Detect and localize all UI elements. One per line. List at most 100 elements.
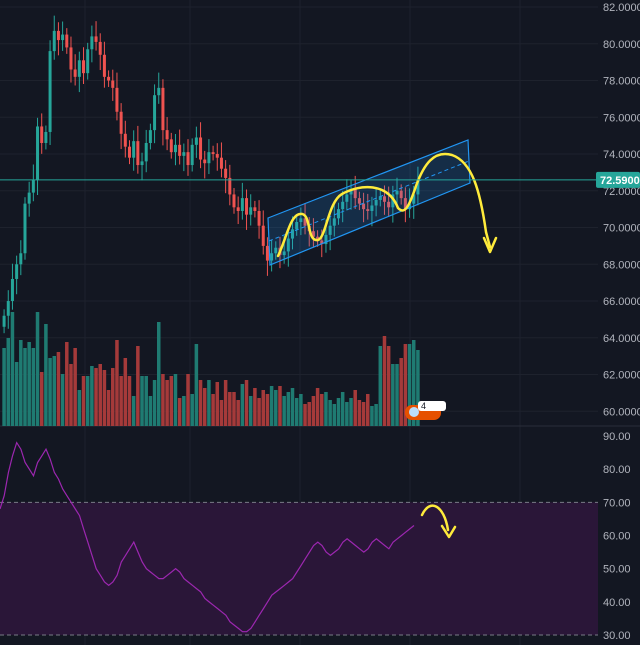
candle-body	[153, 95, 157, 131]
candle-body	[274, 247, 278, 254]
candle-body	[48, 51, 52, 132]
rsi-tick-label: 50.00	[603, 564, 631, 576]
candle-body	[303, 218, 307, 226]
volume-bar	[407, 344, 412, 426]
rsi-axis[interactable]: 90.00 80.00 70.00 60.00 50.00 40.00 30.00	[603, 431, 631, 642]
channel-body	[267, 139, 471, 266]
yellow-annotation-drawing[interactable]	[276, 152, 498, 539]
volume-bar	[65, 342, 69, 426]
volume-bar	[115, 340, 119, 426]
volume-bar	[44, 324, 48, 426]
price-axis[interactable]: 82.0000 80.0000 78.0000 76.0000 74.0000 72.00…	[596, 2, 640, 418]
candle-body	[265, 245, 269, 261]
rsi-arrow	[420, 504, 450, 532]
volume-bar	[269, 386, 274, 426]
volume-bar	[127, 376, 132, 426]
volume-bar	[23, 348, 27, 426]
arrowhead	[482, 236, 498, 254]
price-tick-label: 72.0000	[603, 186, 640, 198]
candle-body	[408, 203, 412, 210]
volume-bar	[207, 380, 211, 426]
price-tick-label: 74.0000	[603, 149, 640, 161]
candle-body	[357, 198, 361, 204]
trend-channel-drawing[interactable]	[267, 139, 471, 266]
volume-bar	[111, 368, 115, 426]
candle-body	[332, 218, 336, 226]
candle-body	[295, 222, 299, 230]
volume-bar	[349, 398, 353, 426]
candle-body	[245, 198, 249, 215]
candle-body	[374, 199, 378, 206]
candle-body	[311, 231, 315, 237]
candle-body	[211, 152, 215, 155]
candle-body	[324, 234, 328, 245]
candle-body	[215, 154, 219, 158]
candle-body	[161, 87, 165, 131]
volume-bar	[294, 398, 299, 426]
volume-bar	[244, 380, 249, 426]
candle-body	[219, 157, 223, 169]
volume-bar	[324, 392, 328, 426]
candle-body	[136, 141, 140, 166]
candle-body	[2, 315, 6, 327]
candle-body	[328, 225, 332, 235]
volume-bar	[232, 392, 236, 426]
candle-body	[144, 142, 148, 162]
volume-bar	[165, 380, 169, 426]
candle-body	[6, 301, 10, 316]
candle-body	[370, 205, 374, 211]
candle-body	[77, 60, 81, 77]
volume-bar	[365, 394, 370, 426]
volume-bars	[2, 312, 420, 426]
volume-bar	[123, 358, 128, 426]
volume-bar	[282, 396, 286, 426]
candle-body	[387, 201, 391, 208]
candle-body	[10, 278, 14, 302]
price-tick-label: 60.0000	[603, 406, 640, 418]
candle-body	[123, 133, 127, 147]
candle-body	[23, 203, 27, 254]
volume-bar	[198, 380, 203, 426]
volume-bar	[19, 340, 23, 426]
price-tick-label: 62.0000	[603, 370, 640, 382]
candle-body	[345, 194, 349, 202]
candle-body	[224, 168, 228, 178]
candle-body	[165, 130, 169, 140]
volume-bar	[240, 384, 245, 426]
volume-bar	[148, 396, 153, 426]
channel-midline	[268, 160, 470, 242]
candle-body	[140, 161, 144, 166]
rsi-line	[0, 441, 415, 633]
candle-body	[73, 69, 77, 77]
last-price-tag	[596, 171, 640, 188]
candle-body	[102, 54, 106, 77]
volume-bar	[202, 388, 207, 426]
candle-body	[353, 188, 357, 199]
candle-body	[399, 190, 403, 199]
rsi-tick-label: 70.00	[603, 497, 631, 509]
rsi-tick-label: 80.00	[603, 464, 631, 476]
volume-bar	[219, 400, 224, 426]
volume-bar	[144, 376, 148, 426]
candle-body	[341, 201, 345, 210]
volume-bar	[265, 394, 270, 426]
price-tick-label: 70.0000	[603, 223, 640, 235]
candle-body	[270, 253, 274, 261]
candle-body	[282, 251, 286, 256]
volume-bar	[173, 374, 178, 426]
volume-bar	[215, 382, 220, 426]
rsi-tick-label: 30.00	[603, 630, 631, 642]
volume-bar	[161, 374, 165, 426]
rsi-arrowhead	[440, 524, 457, 539]
price-tick-label: 68.0000	[603, 259, 640, 271]
volume-bar	[6, 338, 11, 426]
overlay: 4	[0, 179, 598, 420]
volume-bar	[77, 390, 82, 426]
volume-bar	[395, 364, 399, 426]
volume-bar	[286, 392, 291, 426]
volume-bar	[131, 396, 136, 426]
candle-body	[403, 198, 407, 210]
candle-body	[82, 60, 86, 74]
